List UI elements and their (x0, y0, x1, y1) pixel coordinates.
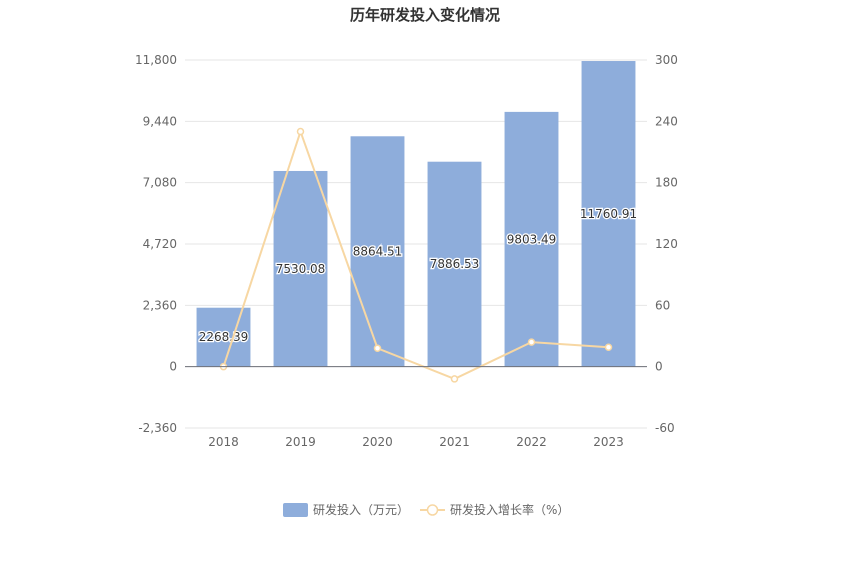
legend-bar-swatch (283, 503, 308, 517)
left-y-tick-label: 2,360 (143, 298, 177, 312)
bar (427, 161, 482, 367)
line-series (219, 127, 613, 383)
left-y-tick-label: 11,800 (135, 53, 177, 67)
bar (196, 307, 251, 367)
x-tick-label: 2018 (208, 435, 239, 449)
right-y-tick-label: 120 (655, 237, 678, 251)
legend: 研发投入（万元） 研发投入增长率（%） (283, 502, 569, 517)
right-y-tick-label: 300 (655, 53, 678, 67)
line-point (296, 127, 305, 136)
left-y-tick-label: -2,360 (138, 421, 177, 435)
x-tick-label: 2022 (516, 435, 547, 449)
bar (350, 136, 405, 367)
bar (504, 111, 559, 367)
bar (273, 170, 328, 367)
x-tick-label: 2021 (439, 435, 470, 449)
left-y-tick-label: 0 (169, 360, 177, 374)
right-y-axis: -60 0 60 120 180 240 300 (655, 53, 678, 435)
x-tick-label: 2020 (362, 435, 393, 449)
bar (581, 61, 636, 367)
x-tick-label: 2023 (593, 435, 624, 449)
right-y-tick-label: 0 (655, 360, 663, 374)
right-y-tick-label: 180 (655, 176, 678, 190)
bar-data-labels: 2268.39 7530.08 8864.51 7886.53 9803.49 11760… (197, 206, 638, 346)
line-point (373, 344, 382, 353)
bar-data-label: 7886.53 (430, 257, 480, 271)
bar-data-label: 11760.91 (580, 207, 637, 221)
bar-series (196, 61, 636, 367)
legend-line-label: 研发投入增长率（%） (450, 502, 569, 517)
legend-bar-label: 研发投入（万元） (313, 502, 409, 517)
bar-data-label: 9803.49 (507, 232, 557, 246)
right-y-tick-label: 240 (655, 114, 678, 128)
right-y-tick-label: -60 (655, 421, 675, 435)
x-axis: 2018 2019 2020 2021 2022 2023 (185, 366, 647, 449)
chart-title: 历年研发投入变化情况 (350, 6, 500, 24)
left-y-axis: -2,360 0 2,360 4,720 7,080 9,440 11,800 (135, 53, 177, 435)
legend-line-marker (426, 504, 439, 516)
growth-line (222, 128, 609, 381)
bar-data-label: 2268.39 (199, 330, 249, 344)
line-point (604, 343, 613, 351)
line-point (527, 338, 536, 346)
bar-data-label: 8864.51 (353, 244, 403, 258)
left-y-tick-label: 4,720 (143, 237, 177, 251)
line-point (450, 375, 459, 383)
x-tick-label: 2019 (285, 435, 316, 449)
right-y-tick-label: 60 (655, 298, 670, 312)
left-y-tick-label: 9,440 (143, 114, 177, 128)
bar-data-label: 7530.08 (276, 262, 326, 276)
grid-lines (185, 59, 647, 429)
left-y-tick-label: 7,080 (143, 176, 177, 190)
